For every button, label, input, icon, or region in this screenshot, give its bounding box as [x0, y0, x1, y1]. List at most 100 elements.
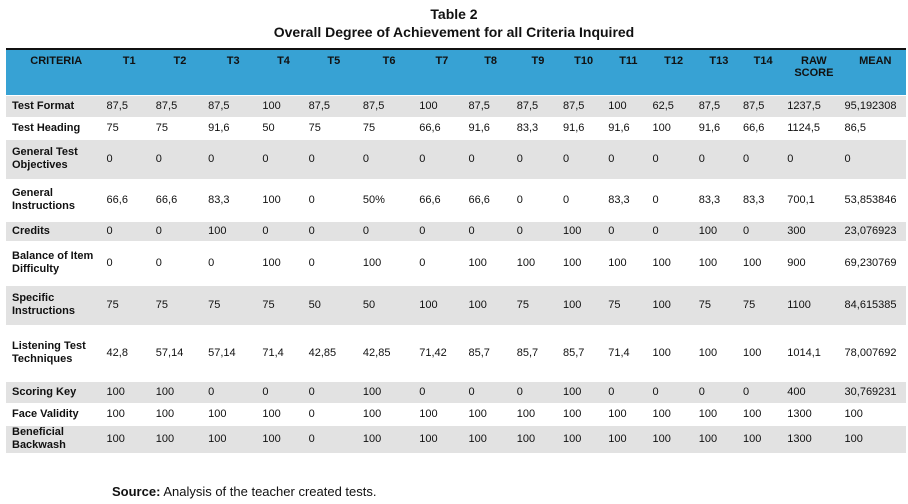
row-label: General Instructions — [6, 179, 103, 222]
table-cell: 91,6 — [694, 117, 739, 140]
table-cell: 100 — [559, 285, 605, 326]
table-cell: 75 — [738, 285, 784, 326]
table-cell: 100 — [559, 381, 605, 404]
table-cell: 100 — [694, 221, 739, 242]
header-cell: T9 — [512, 49, 560, 96]
table-cell: 100 — [258, 95, 305, 118]
row-label: Scoring Key — [6, 381, 103, 404]
table-cell: 69,230769 — [840, 241, 906, 286]
table-cell: 1237,5 — [783, 95, 841, 118]
table-cell: 100 — [151, 425, 205, 454]
table-cell: 100 — [102, 381, 152, 404]
table-cell: 100 — [464, 285, 513, 326]
table-cell: 87,5 — [358, 95, 416, 118]
table-row: Scoring Key 100 100 0 0 0 100 0 0 0 100 0 0 0 0 400 30,7… — [6, 381, 906, 404]
table-cell: 0 — [204, 381, 259, 404]
table-cell: 100 — [738, 241, 784, 286]
table-cell: 100 — [840, 403, 906, 426]
header-cell: T1 — [102, 49, 152, 96]
table-cell: 50% — [358, 179, 416, 222]
table-cell: 0 — [415, 381, 465, 404]
table-cell: 50 — [304, 285, 359, 326]
table-row: Beneficial Backwash 100 100 100 100 0 100 100 10… — [6, 425, 906, 454]
table-cell: 83,3 — [512, 117, 560, 140]
table-cell: 100 — [648, 425, 695, 454]
table-cell: 42,85 — [358, 325, 416, 382]
table-cell: 100 — [358, 403, 416, 426]
table-cell: 66,6 — [102, 179, 152, 222]
table-cell: 75 — [151, 285, 205, 326]
table-cell: 85,7 — [559, 325, 605, 382]
table-cell: 95,192308 — [840, 95, 906, 118]
table-cell: 100 — [258, 425, 305, 454]
table-cell: 0 — [415, 241, 465, 286]
table-cell: 57,14 — [151, 325, 205, 382]
table-cell: 100 — [694, 425, 739, 454]
table-cell: 0 — [415, 221, 465, 242]
table-cell: 100 — [358, 425, 416, 454]
header-cell: T3 — [204, 49, 259, 96]
table-cell: 0 — [304, 403, 359, 426]
table-cell: 0 — [840, 139, 906, 180]
table-cell: 100 — [738, 325, 784, 382]
table-cell: 900 — [783, 241, 841, 286]
table-body: Test Format 87,5 87,5 87,5 100 87,5 87,5 100 87,… — [6, 95, 906, 454]
table-cell: 23,076923 — [840, 221, 906, 242]
header-cell: T14 — [738, 49, 784, 96]
table-cell: 85,7 — [464, 325, 513, 382]
table-cell: 0 — [604, 221, 649, 242]
table-cell: 100 — [694, 403, 739, 426]
table-cell: 0 — [102, 139, 152, 180]
table-cell: 700,1 — [783, 179, 841, 222]
table-row: General Test Objectives 0 0 0 0 0 0 0 0 0 0 0 0 0 0 0 0 — [6, 139, 906, 180]
row-label: General Test Objectives — [6, 139, 103, 180]
table-cell: 0 — [604, 381, 649, 404]
table-cell: 66,6 — [415, 117, 465, 140]
table-cell: 100 — [258, 241, 305, 286]
table-cell: 100 — [102, 425, 152, 454]
table-cell: 0 — [102, 241, 152, 286]
table-row: Listening Test Techniques 42,8 57,14 57,14 7… — [6, 325, 906, 382]
table-cell: 0 — [304, 241, 359, 286]
table-cell: 42,85 — [304, 325, 359, 382]
table-cell: 30,769231 — [840, 381, 906, 404]
table-cell: 100 — [204, 425, 259, 454]
table-cell: 87,5 — [738, 95, 784, 118]
table-cell: 0 — [358, 221, 416, 242]
table-cell: 0 — [512, 221, 560, 242]
table-cell: 0 — [559, 139, 605, 180]
table-cell: 0 — [304, 381, 359, 404]
table-cell: 91,6 — [204, 117, 259, 140]
table-cell: 0 — [694, 139, 739, 180]
table-cell: 83,3 — [694, 179, 739, 222]
table-cell: 100 — [415, 425, 465, 454]
table-cell: 0 — [464, 381, 513, 404]
table-cell: 1014,1 — [783, 325, 841, 382]
table-cell: 87,5 — [304, 95, 359, 118]
table-cell: 100 — [204, 221, 259, 242]
header-cell: T13 — [694, 49, 739, 96]
table-cell: 100 — [151, 403, 205, 426]
table-cell: 1300 — [783, 403, 841, 426]
header-cell: CRITERIA — [6, 49, 103, 96]
table-cell: 57,14 — [204, 325, 259, 382]
table-cell: 100 — [694, 325, 739, 382]
table-cell: 0 — [738, 139, 784, 180]
table-cell: 100 — [648, 403, 695, 426]
table-cell: 0 — [358, 139, 416, 180]
table-cell: 75 — [102, 117, 152, 140]
table-cell: 100 — [648, 241, 695, 286]
table-cell: 83,3 — [738, 179, 784, 222]
row-label: Face Validity — [6, 403, 103, 426]
row-label: Credits — [6, 221, 103, 242]
table-cell: 75 — [604, 285, 649, 326]
table-cell: 100 — [559, 241, 605, 286]
row-label: Beneficial Backwash — [6, 425, 103, 454]
table-cell: 0 — [604, 139, 649, 180]
table-cell: 0 — [783, 139, 841, 180]
table-cell: 75 — [151, 117, 205, 140]
table-cell: 100 — [559, 221, 605, 242]
table-cell: 100 — [738, 403, 784, 426]
table-cell: 1300 — [783, 425, 841, 454]
table-cell: 0 — [648, 221, 695, 242]
